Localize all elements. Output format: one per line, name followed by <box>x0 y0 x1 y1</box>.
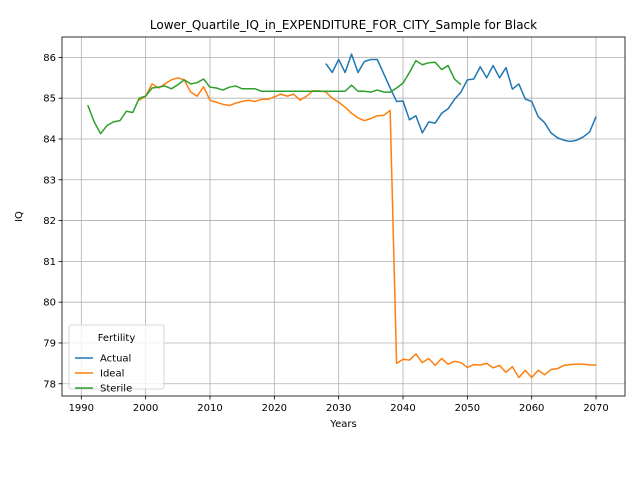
series-line-sterile <box>87 59 462 135</box>
chart-title: Lower_Quartile_IQ_in_EXPENDITURE_FOR_CIT… <box>150 18 537 32</box>
legend-label-sterile: Sterile <box>100 384 132 395</box>
x-tick-label: 2020 <box>262 403 287 414</box>
y-tick-label: 85 <box>43 94 56 105</box>
y-tick-label: 78 <box>43 379 56 390</box>
x-tick-label: 2010 <box>197 403 222 414</box>
x-tick-label: 2040 <box>390 403 415 414</box>
series-line-actual <box>325 53 597 143</box>
y-tick-label: 82 <box>43 216 56 227</box>
x-tick-label: 2060 <box>519 403 544 414</box>
legend: Fertility Actual Ideal Sterile <box>68 324 165 395</box>
plot-frame <box>61 36 626 397</box>
legend-label-ideal: Ideal <box>100 369 124 380</box>
x-axis-label: Years <box>329 419 356 430</box>
legend-title: Fertility <box>98 333 136 344</box>
y-tick-label: 84 <box>43 134 56 145</box>
axis-ticks: 1990 2000 2010 2020 2030 2040 2050 2060 2070 78 79… <box>43 53 609 414</box>
y-tick-label: 80 <box>43 298 56 309</box>
y-tick-label: 83 <box>43 175 56 186</box>
y-tick-label: 79 <box>43 338 56 349</box>
y-tick-label: 81 <box>43 257 56 268</box>
y-axis-label: IQ <box>14 211 25 222</box>
legend-label-actual: Actual <box>100 354 131 365</box>
series-line-ideal <box>138 77 597 379</box>
series-layer <box>87 53 597 379</box>
y-tick-label: 86 <box>43 53 56 64</box>
x-tick-label: 2000 <box>133 403 158 414</box>
x-tick-label: 1990 <box>69 403 94 414</box>
x-tick-label: 2050 <box>455 403 480 414</box>
grid-lines <box>62 37 625 396</box>
x-tick-label: 2070 <box>583 403 608 414</box>
x-tick-label: 2030 <box>326 403 351 414</box>
